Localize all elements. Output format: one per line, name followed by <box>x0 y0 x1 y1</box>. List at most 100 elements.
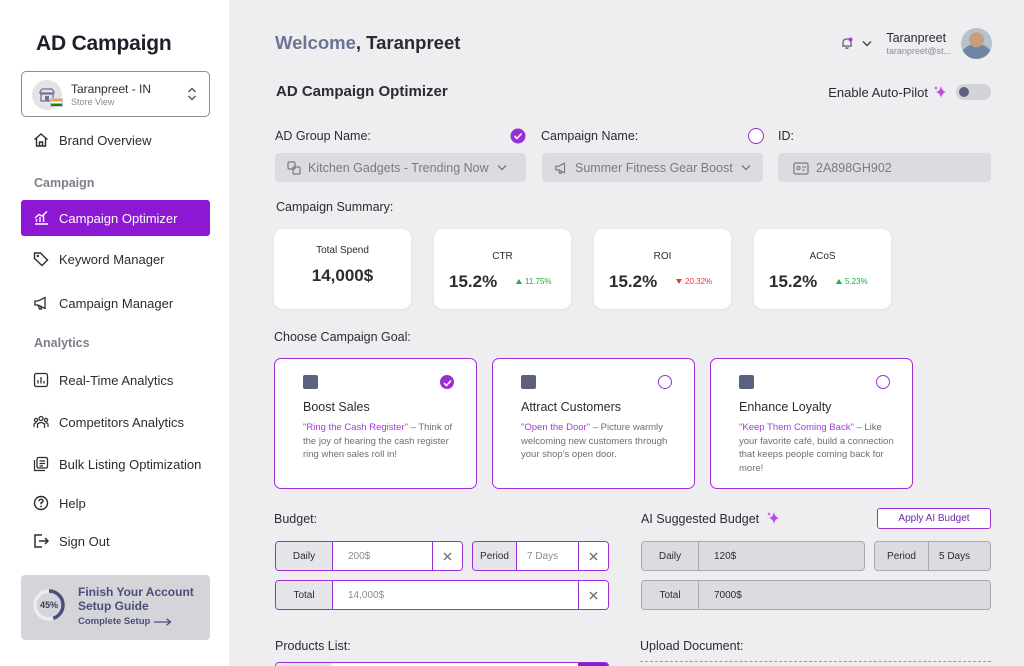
metric-delta: 5.23% <box>836 277 868 286</box>
sparkle-icon <box>934 85 946 98</box>
metric-delta: 11.75% <box>516 277 552 286</box>
goal-desc-text: – Like your favorite café, build a conne… <box>739 422 894 474</box>
field-label: Total <box>276 581 333 609</box>
goal-card-enhance-loyalty[interactable]: Enhance Loyalty "Keep Them Coming Back" … <box>710 358 913 489</box>
user-info[interactable]: Taranpreet taranpreet@st... <box>886 31 951 56</box>
complete-setup-link[interactable]: Complete Setup <box>78 616 172 627</box>
products-add-button[interactable] <box>578 663 608 666</box>
budget-total-input[interactable]: 14,000$ <box>348 589 385 601</box>
budget-period-field[interactable]: Period 7 Days <box>472 541 609 571</box>
tag-icon <box>32 250 50 268</box>
budget-daily-input[interactable]: 200$ <box>348 550 371 562</box>
clear-total-button[interactable] <box>578 581 608 609</box>
avatar[interactable] <box>961 27 992 59</box>
campaign-name-radio[interactable] <box>748 128 764 144</box>
page-title: AD Campaign Optimizer <box>276 83 448 100</box>
setup-title: Finish Your Account Setup Guide <box>78 585 194 613</box>
budget-label: Budget: <box>274 512 318 526</box>
metric-roi: ROI 15.2% 20.32% <box>594 229 731 309</box>
arrow-right-icon <box>154 617 172 626</box>
budget-period-input[interactable]: 7 Days <box>527 550 559 562</box>
apply-ai-budget-button[interactable]: Apply AI Budget <box>877 508 991 529</box>
products-search-bar[interactable] <box>275 662 609 666</box>
user-name: Taranpreet <box>886 30 947 45</box>
metric-title: ROI <box>653 251 672 262</box>
field-label: Daily <box>642 542 699 570</box>
metric-delta-value: 20.32% <box>685 277 713 286</box>
store-name: Taranpreet - IN <box>71 82 152 96</box>
setup-guide-card[interactable]: 45% Finish Your Account Setup Guide Comp… <box>21 575 210 640</box>
goal-quote: "Ring the Cash Register" <box>303 422 408 433</box>
goal-description: "Ring the Cash Register" – Think of the … <box>303 421 463 462</box>
handshake-icon <box>739 375 754 389</box>
nav-competitors-analytics-label: Competitors Analytics <box>59 414 184 430</box>
user-email: taranpreet@st... <box>886 45 951 56</box>
ai-total-value: 7000$ <box>714 589 742 601</box>
campaign-name-label: Campaign Name: <box>541 129 639 143</box>
ad-group-select[interactable]: Kitchen Gadgets - Trending Now <box>275 153 526 182</box>
budget-daily-field[interactable]: Daily 200$ <box>275 541 463 571</box>
nav-keyword-manager[interactable]: Keyword Manager <box>21 241 210 277</box>
home-icon <box>32 131 50 149</box>
close-icon <box>589 552 598 560</box>
bell-icon[interactable] <box>840 36 854 50</box>
nav-campaign-optimizer[interactable]: Campaign Optimizer <box>21 200 210 236</box>
goal-radio[interactable] <box>658 375 672 389</box>
nav-sign-out[interactable]: Sign Out <box>21 523 210 559</box>
megaphone-icon <box>554 161 568 175</box>
store-sub: Store View <box>71 97 115 107</box>
close-icon <box>443 552 452 560</box>
ai-budget-label: AI Suggested Budget <box>641 511 760 526</box>
campaign-name-select[interactable]: Summer Fitness Gear Boost <box>542 153 763 182</box>
goal-title: Boost Sales <box>303 400 370 414</box>
id-label: ID: <box>778 129 794 143</box>
autopilot-toggle[interactable] <box>956 84 991 100</box>
goal-radio[interactable] <box>876 375 890 389</box>
sidebar: AD Campaign Taranpreet - IN Store View B… <box>0 0 229 666</box>
setup-percent: 45% <box>40 600 59 610</box>
summary-label: Campaign Summary: <box>276 200 394 214</box>
sparkle-icon <box>767 512 780 524</box>
upload-dropzone[interactable] <box>640 661 991 662</box>
ai-daily-field: Daily 120$ <box>641 541 865 571</box>
chart-bar-icon <box>32 209 50 227</box>
nav-real-time-analytics[interactable]: Real-Time Analytics <box>21 362 210 398</box>
ad-group-label: AD Group Name: <box>275 129 371 143</box>
ai-period-value: 5 Days <box>939 550 971 562</box>
nav-campaign-optimizer-label: Campaign Optimizer <box>59 210 178 226</box>
nav-campaign-manager[interactable]: Campaign Manager <box>21 285 210 321</box>
metric-value: 15.2% <box>609 272 658 291</box>
section-campaign: Campaign <box>34 176 95 190</box>
ai-daily-value: 120$ <box>714 550 737 562</box>
id-field: 2A898GH902 <box>778 153 991 182</box>
megaphone-icon <box>32 294 50 312</box>
welcome-user: , Taranpreet <box>355 32 461 53</box>
store-selector[interactable]: Taranpreet - IN Store View <box>21 71 210 117</box>
goal-desc-text: – Think of the joy of hearing the cash r… <box>303 422 453 460</box>
nav-brand-overview[interactable]: Brand Overview <box>21 122 210 158</box>
clear-period-button[interactable] <box>578 542 608 570</box>
goal-title: Enhance Loyalty <box>739 400 832 414</box>
field-label: Daily <box>276 542 333 570</box>
metric-acos: ACoS 15.2% 5.23% <box>754 229 891 309</box>
section-analytics: Analytics <box>34 336 90 350</box>
chevron-down-icon <box>741 164 751 171</box>
goal-description: "Open the Door" – Picture warmly welcomi… <box>521 421 681 462</box>
toggle-knob <box>959 87 969 97</box>
nav-competitors-analytics[interactable]: Competitors Analytics <box>21 404 210 440</box>
goal-radio-selected[interactable] <box>440 375 454 389</box>
arrow-up-icon <box>516 279 522 284</box>
nav-real-time-analytics-label: Real-Time Analytics <box>59 372 174 388</box>
goal-card-boost-sales[interactable]: Boost Sales "Ring the Cash Register" – T… <box>274 358 477 489</box>
clear-daily-button[interactable] <box>432 542 462 570</box>
india-flag-icon <box>50 98 63 107</box>
budget-total-field[interactable]: Total 14,000$ <box>275 580 609 610</box>
welcome-word: Welcome <box>275 32 356 53</box>
arrow-down-icon <box>676 279 682 284</box>
chevron-down-icon[interactable] <box>862 40 872 47</box>
check-circle-icon[interactable] <box>510 128 526 144</box>
nav-brand-overview-label: Brand Overview <box>59 132 152 148</box>
nav-help[interactable]: Help <box>21 485 210 521</box>
goal-card-attract-customers[interactable]: Attract Customers "Open the Door" – Pict… <box>492 358 695 489</box>
nav-bulk-listing[interactable]: Bulk Listing Optimization <box>21 446 210 482</box>
